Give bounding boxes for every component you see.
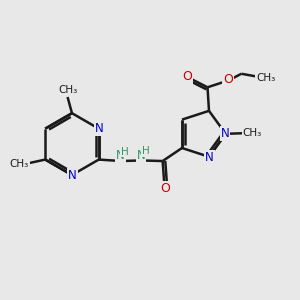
Text: CH₃: CH₃ — [10, 159, 29, 169]
Text: H: H — [121, 147, 129, 157]
Text: N: N — [205, 151, 214, 164]
Text: N: N — [221, 127, 230, 140]
Text: O: O — [160, 182, 169, 195]
Text: O: O — [182, 70, 192, 83]
Text: H: H — [142, 146, 149, 156]
Text: N: N — [136, 149, 145, 162]
Text: CH₃: CH₃ — [58, 85, 77, 95]
Text: N: N — [116, 149, 124, 162]
Text: CH₃: CH₃ — [242, 128, 262, 138]
Text: O: O — [223, 73, 233, 86]
Text: CH₃: CH₃ — [256, 73, 275, 83]
Text: N: N — [68, 169, 77, 182]
Text: N: N — [95, 122, 104, 135]
